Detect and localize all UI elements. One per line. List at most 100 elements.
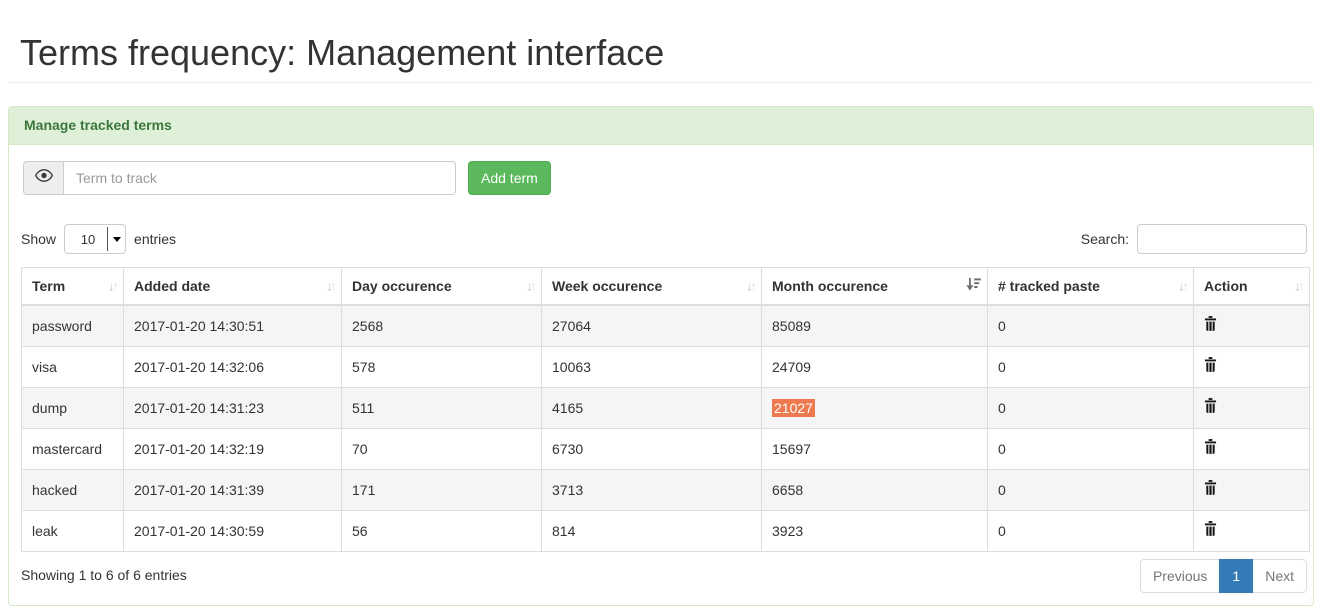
tracked-paste-cell: 0: [987, 346, 1194, 388]
term-input[interactable]: [63, 161, 456, 195]
delete-term-button[interactable]: [1204, 357, 1217, 372]
search-input[interactable]: [1137, 224, 1307, 254]
sort-icon: ↓↑: [746, 278, 757, 294]
delete-term-button[interactable]: [1204, 316, 1217, 331]
add-term-button[interactable]: Add term: [468, 161, 551, 195]
column-header-month-occurence[interactable]: Month occurence: [761, 267, 988, 306]
column-header-tracked-paste[interactable]: # tracked paste ↓↑: [987, 267, 1194, 306]
action-cell: [1193, 469, 1310, 511]
page-length-select-wrap: 10: [64, 224, 127, 254]
week-occurence-cell: 6730: [541, 428, 762, 470]
tracked-paste-cell: 0: [987, 387, 1194, 429]
delete-term-button[interactable]: [1204, 439, 1217, 454]
table-row: hacked 2017-01-20 14:31:39 171 3713 6658…: [21, 469, 1310, 511]
page-length-select[interactable]: 10: [64, 224, 127, 254]
pagination-page-1[interactable]: 1: [1219, 559, 1254, 593]
day-occurence-cell: 511: [341, 387, 542, 429]
page-length-control: Show 10 entries: [21, 224, 176, 254]
table-row: mastercard 2017-01-20 14:32:19 70 6730 1…: [21, 428, 1310, 470]
month-occurence-cell: 24709: [761, 346, 988, 388]
term-cell: leak: [21, 510, 124, 552]
month-occurence-cell: 6658: [761, 469, 988, 511]
entries-label: entries: [134, 231, 177, 247]
action-cell: [1193, 510, 1310, 552]
column-header-term[interactable]: Term ↓↑: [21, 267, 124, 306]
trash-icon: [1204, 357, 1217, 375]
title-divider: [8, 82, 1314, 83]
tracked-paste-cell: 0: [987, 510, 1194, 552]
table-row: visa 2017-01-20 14:32:06 578 10063 24709…: [21, 346, 1310, 388]
added-date-cell: 2017-01-20 14:31:23: [123, 387, 342, 429]
column-header-added-date[interactable]: Added date ↓↑: [123, 267, 342, 306]
pagination: Previous 1 Next: [1139, 559, 1307, 593]
term-cell: mastercard: [21, 428, 124, 470]
day-occurence-cell: 56: [341, 510, 542, 552]
month-occurence-cell: 85089: [761, 304, 988, 347]
trash-icon: [1204, 521, 1217, 539]
sort-icon: ↓↑: [326, 278, 337, 294]
highlighted-value: 21027: [772, 399, 815, 417]
term-cell: dump: [21, 387, 124, 429]
added-date-cell: 2017-01-20 14:32:06: [123, 346, 342, 388]
table-row: password 2017-01-20 14:30:51 2568 27064 …: [21, 304, 1310, 347]
tracked-paste-cell: 0: [987, 304, 1194, 347]
trash-icon: [1204, 398, 1217, 416]
table-row: dump 2017-01-20 14:31:23 511 4165 21027 …: [21, 387, 1310, 429]
trash-icon: [1204, 316, 1217, 334]
column-header-action[interactable]: Action ↓↑: [1193, 267, 1310, 306]
week-occurence-cell: 10063: [541, 346, 762, 388]
delete-term-button[interactable]: [1204, 521, 1217, 536]
month-occurence-cell: 21027: [761, 387, 988, 429]
added-date-cell: 2017-01-20 14:30:51: [123, 304, 342, 347]
search-control: Search:: [1081, 224, 1307, 254]
sort-icon: ↓↑: [1178, 278, 1189, 294]
trash-icon: [1204, 480, 1217, 498]
delete-term-button[interactable]: [1204, 398, 1217, 413]
column-header-day-occurence[interactable]: Day occurence ↓↑: [341, 267, 542, 306]
term-cell: visa: [21, 346, 124, 388]
table-info: Showing 1 to 6 of 6 entries: [21, 567, 187, 583]
pagination-previous[interactable]: Previous: [1139, 559, 1221, 593]
action-cell: [1193, 304, 1310, 347]
day-occurence-cell: 578: [341, 346, 542, 388]
sort-icon: ↓↑: [1294, 278, 1305, 294]
added-date-cell: 2017-01-20 14:32:19: [123, 428, 342, 470]
search-label: Search:: [1080, 231, 1129, 247]
month-occurence-cell: 3923: [761, 510, 988, 552]
page-title: Terms frequency: Management interface: [20, 32, 665, 73]
delete-term-button[interactable]: [1204, 480, 1217, 495]
action-cell: [1193, 428, 1310, 470]
week-occurence-cell: 27064: [541, 304, 762, 347]
day-occurence-cell: 2568: [341, 304, 542, 347]
action-cell: [1193, 387, 1310, 429]
column-header-week-occurence[interactable]: Week occurence ↓↑: [541, 267, 762, 306]
term-cell: hacked: [21, 469, 124, 511]
action-cell: [1193, 346, 1310, 388]
day-occurence-cell: 70: [341, 428, 542, 470]
show-label: Show: [21, 231, 57, 247]
trash-icon: [1204, 439, 1217, 457]
day-occurence-cell: 171: [341, 469, 542, 511]
sort-icon: ↓↑: [526, 278, 537, 294]
week-occurence-cell: 3713: [541, 469, 762, 511]
sort-icon: ↓↑: [108, 278, 119, 294]
table-body: password 2017-01-20 14:30:51 2568 27064 …: [21, 304, 1310, 552]
term-cell: password: [21, 304, 124, 347]
week-occurence-cell: 4165: [541, 387, 762, 429]
tracked-terms-panel: Manage tracked terms Add term Show 10: [8, 106, 1314, 606]
add-term-form: Add term: [23, 161, 551, 195]
tracked-paste-cell: 0: [987, 469, 1194, 511]
added-date-cell: 2017-01-20 14:30:59: [123, 510, 342, 552]
month-occurence-cell: 15697: [761, 428, 988, 470]
eye-icon: [34, 169, 53, 187]
added-date-cell: 2017-01-20 14:31:39: [123, 469, 342, 511]
panel-heading: Manage tracked terms: [9, 107, 1313, 145]
pagination-next[interactable]: Next: [1252, 559, 1307, 593]
table-row: leak 2017-01-20 14:30:59 56 814 3923 0: [21, 510, 1310, 552]
sort-amount-desc-icon: [966, 276, 981, 296]
tracked-paste-cell: 0: [987, 428, 1194, 470]
panel-heading-label: Manage tracked terms: [24, 117, 172, 133]
week-occurence-cell: 814: [541, 510, 762, 552]
input-addon: [23, 161, 64, 195]
